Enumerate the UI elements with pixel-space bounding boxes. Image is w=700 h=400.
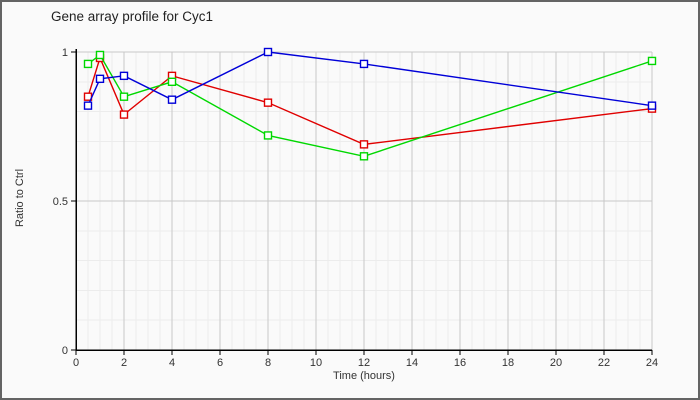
data-point-marker-green-series [83,59,93,69]
y-tick-label: 0 [62,345,68,357]
x-tick-label: 14 [406,357,418,369]
y-axis-title: Ratio to Ctrl [14,168,26,228]
data-point-marker-green-series [359,152,369,161]
y-tick-label: 1 [62,47,68,59]
data-point-marker-green-series [95,50,105,60]
data-point-marker-green-series [263,131,273,140]
data-point-marker-green-series [647,56,657,66]
x-tick-label: 10 [310,357,322,369]
data-point-marker-blue-series [359,59,369,69]
y-tick-label: 0.5 [53,196,68,208]
x-tick-label: 0 [73,357,79,369]
x-tick-label: 12 [358,357,370,369]
data-point-marker-green-series [167,77,177,87]
data-point-marker-red-series [119,110,129,119]
x-tick-label: 6 [217,357,223,369]
data-point-marker-blue-series [167,95,177,104]
x-tick-label: 18 [502,357,514,369]
x-tick-label: 16 [454,357,466,369]
x-tick-label: 20 [550,357,562,369]
data-point-marker-red-series [263,98,273,107]
data-point-marker-blue-series [95,74,105,84]
x-tick-label: 8 [265,357,271,369]
data-point-marker-blue-series [83,101,93,110]
data-point-marker-blue-series [647,101,657,110]
data-point-marker-blue-series [263,47,273,57]
data-point-marker-green-series [119,92,129,101]
x-tick-label: 2 [121,357,127,369]
chart-title: Gene array profile for Cyc1 [51,9,214,24]
x-tick-label: 4 [169,357,175,369]
x-axis-title: Time (hours) [333,370,395,382]
data-point-marker-red-series [359,140,369,149]
x-tick-label: 22 [598,357,610,369]
x-tick-label: 24 [646,357,658,369]
data-point-marker-blue-series [119,71,129,81]
